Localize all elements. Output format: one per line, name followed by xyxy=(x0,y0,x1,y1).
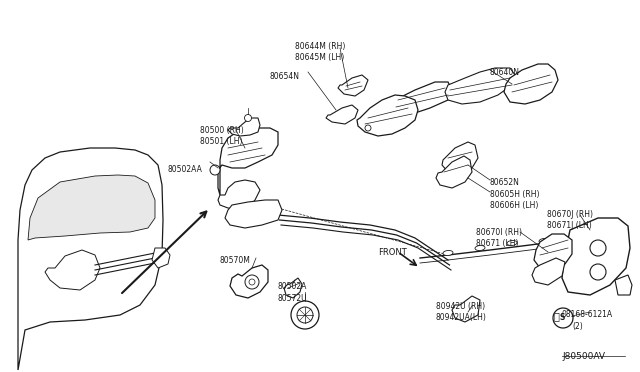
Text: 80501 (LH): 80501 (LH) xyxy=(200,137,243,146)
Text: 80502AA: 80502AA xyxy=(168,165,203,174)
Polygon shape xyxy=(357,95,418,136)
Text: S: S xyxy=(559,314,564,323)
Circle shape xyxy=(210,165,220,175)
Text: 80502A: 80502A xyxy=(278,282,307,291)
Circle shape xyxy=(245,275,259,289)
Polygon shape xyxy=(445,68,515,104)
Circle shape xyxy=(249,279,255,285)
Text: 80670I (RH): 80670I (RH) xyxy=(476,228,522,237)
Polygon shape xyxy=(532,258,565,285)
Text: 80671 (LH): 80671 (LH) xyxy=(476,239,518,248)
Ellipse shape xyxy=(443,250,453,256)
Polygon shape xyxy=(338,75,368,96)
Text: FRONT: FRONT xyxy=(378,248,407,257)
Text: 80942U (RH): 80942U (RH) xyxy=(436,302,485,311)
Text: 80572U: 80572U xyxy=(278,294,308,303)
Polygon shape xyxy=(218,128,278,195)
Circle shape xyxy=(590,264,606,280)
Polygon shape xyxy=(442,142,478,175)
Polygon shape xyxy=(225,200,282,228)
Text: Ⓢ: Ⓢ xyxy=(553,311,559,321)
Ellipse shape xyxy=(507,240,517,246)
Polygon shape xyxy=(18,148,163,370)
Text: 80645M (LH): 80645M (LH) xyxy=(295,53,344,62)
Polygon shape xyxy=(326,105,358,124)
Polygon shape xyxy=(504,64,558,104)
Polygon shape xyxy=(45,250,100,290)
Polygon shape xyxy=(228,118,260,136)
Text: 80500 (RH): 80500 (RH) xyxy=(200,126,244,135)
Circle shape xyxy=(590,240,606,256)
Ellipse shape xyxy=(567,235,577,241)
Text: 80652N: 80652N xyxy=(490,178,520,187)
Text: J80500AV: J80500AV xyxy=(562,352,605,361)
Circle shape xyxy=(244,115,252,122)
Text: 80644M (RH): 80644M (RH) xyxy=(295,42,346,51)
Text: 80570M: 80570M xyxy=(220,256,251,265)
Text: (2): (2) xyxy=(572,322,583,331)
Polygon shape xyxy=(28,175,155,240)
Polygon shape xyxy=(534,234,572,270)
Text: 80640N: 80640N xyxy=(490,68,520,77)
Ellipse shape xyxy=(539,238,549,244)
Polygon shape xyxy=(436,156,472,188)
Circle shape xyxy=(553,308,573,328)
Ellipse shape xyxy=(475,246,485,250)
Polygon shape xyxy=(615,275,632,295)
Polygon shape xyxy=(562,218,630,295)
Circle shape xyxy=(297,307,313,323)
Text: 80671J (LH): 80671J (LH) xyxy=(547,221,592,230)
Polygon shape xyxy=(284,278,302,298)
Text: 80605H (RH): 80605H (RH) xyxy=(490,190,540,199)
Text: 80654N: 80654N xyxy=(270,72,300,81)
Text: 80606H (LH): 80606H (LH) xyxy=(490,201,538,210)
Polygon shape xyxy=(152,248,170,268)
Circle shape xyxy=(291,301,319,329)
Polygon shape xyxy=(230,265,268,298)
Polygon shape xyxy=(218,180,260,210)
Text: 80670J (RH): 80670J (RH) xyxy=(547,210,593,219)
Polygon shape xyxy=(388,82,452,115)
Text: 08168-6121A: 08168-6121A xyxy=(561,310,612,319)
Circle shape xyxy=(365,125,371,131)
Text: 80942UA(LH): 80942UA(LH) xyxy=(436,313,487,322)
Polygon shape xyxy=(452,296,480,322)
